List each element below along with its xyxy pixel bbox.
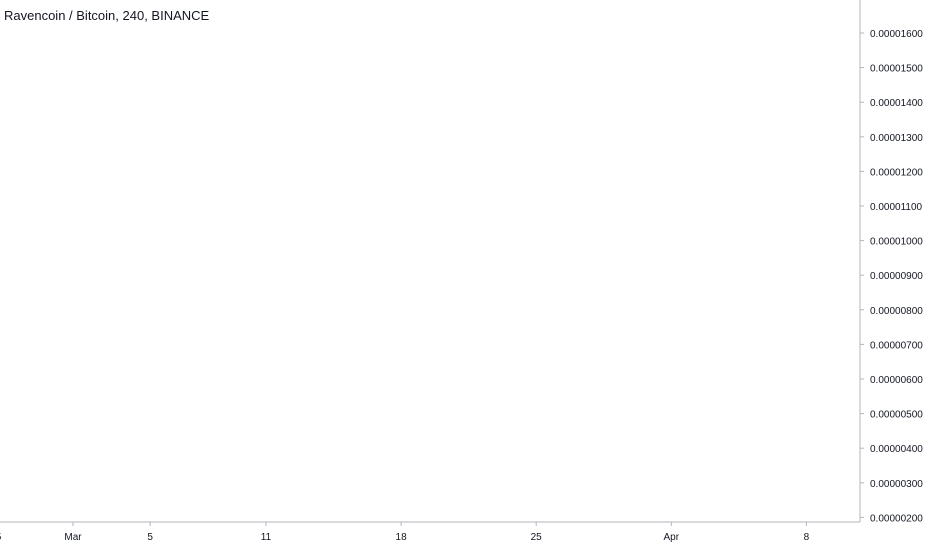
y-tick-label: 0.00001300 <box>870 133 923 144</box>
x-tick-label: 25 <box>531 532 543 543</box>
x-tick-label: Apr <box>664 532 680 543</box>
x-tick-label: 25 <box>0 532 2 543</box>
y-tick-label: 0.00001400 <box>870 98 923 109</box>
y-tick-label: 0.00000800 <box>870 306 923 317</box>
y-tick-label: 0.00000900 <box>870 271 923 282</box>
x-tick-label: Mar <box>64 532 82 543</box>
x-tick-label: 18 <box>396 532 408 543</box>
x-tick-label: 11 <box>261 532 272 543</box>
y-tick-label: 0.00000200 <box>870 513 923 524</box>
y-tick-label: 0.00000500 <box>870 410 923 421</box>
y-tick-label: 0.00000400 <box>870 444 923 455</box>
chart-title: Ravencoin / Bitcoin, 240, BINANCE <box>4 8 210 23</box>
y-tick-label: 0.00001100 <box>870 202 923 213</box>
y-tick-label: 0.00000700 <box>870 340 923 351</box>
y-tick-label: 0.00000300 <box>870 479 923 490</box>
y-tick-label: 0.00001200 <box>870 167 923 178</box>
y-tick-label: 0.00001600 <box>870 29 923 40</box>
y-tick-label: 0.00001500 <box>870 64 923 75</box>
y-tick-label: 0.00000600 <box>870 375 923 386</box>
x-tick-label: 8 <box>804 532 810 543</box>
x-tick-label: 5 <box>147 532 153 543</box>
y-tick-label: 0.00001000 <box>870 237 923 248</box>
